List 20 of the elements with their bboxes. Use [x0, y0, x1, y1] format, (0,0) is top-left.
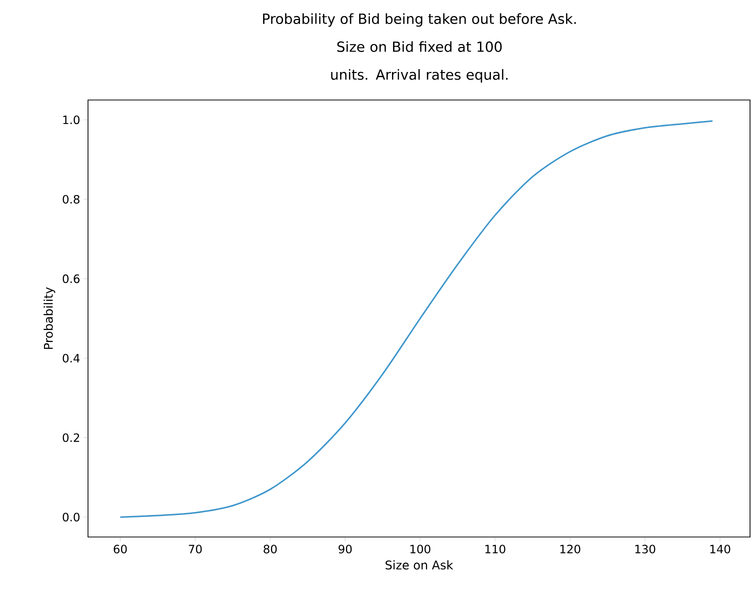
y-tick-label: 1.0 — [63, 116, 80, 124]
x-tick-label: 130 — [635, 544, 656, 554]
x-tick-label: 80 — [264, 544, 277, 554]
x-tick-label: 140 — [710, 544, 730, 554]
x-tick-label: 100 — [410, 544, 430, 554]
y-tick-label: 0.4 — [62, 354, 80, 363]
x-tick-label: 60 — [114, 544, 127, 554]
x-tick-label: 120 — [560, 544, 580, 554]
text: Size on Bid fixed at 100 units. Arrival rates equal. — [331, 41, 508, 83]
y-tick-label: 0.8 — [62, 194, 80, 204]
x-tick-label: 90 — [338, 544, 352, 554]
x-axis-title: Size on Ask — [386, 560, 454, 570]
x-tick-label: 110 — [485, 544, 506, 554]
line-series — [119, 120, 714, 518]
y-tick-label: 0.2 — [62, 433, 80, 442]
y-tick-label: 0.6 — [62, 274, 80, 284]
x-tick-label: 70 — [188, 544, 202, 554]
y-axis-title: Probability — [44, 287, 56, 349]
chart-title: Probability of Bid being taken out before Ask. — [263, 13, 576, 27]
y-tick-label: 0.0 — [62, 512, 80, 522]
